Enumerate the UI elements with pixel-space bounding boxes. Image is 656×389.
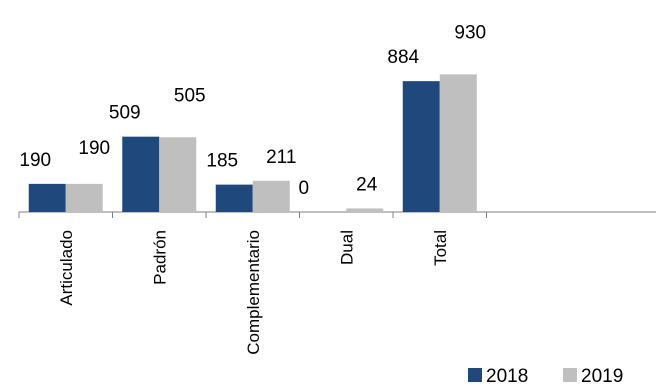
category-label: Articulado: [57, 230, 76, 306]
data-label-2019-2: 211: [266, 147, 296, 168]
data-label-2019-3: 24: [356, 174, 378, 195]
data-label-2018-1: 509: [109, 103, 141, 124]
data-label-2018-3: 0: [298, 178, 309, 199]
bar-2019-2: [252, 180, 290, 212]
legend-label-2019: 2019: [581, 366, 623, 387]
data-label-2018-2: 185: [206, 151, 238, 172]
category-label: Dual: [337, 230, 356, 265]
bar-2019-0: [65, 183, 103, 212]
bar-2018-4: [402, 81, 440, 212]
data-label-2018-0: 190: [19, 150, 51, 171]
data-label-2019-0: 190: [78, 138, 110, 159]
category-label: Padrón: [150, 230, 169, 285]
category-label: Complementario: [244, 230, 263, 355]
bar-2018-0: [28, 183, 66, 212]
legend: 2018 2019: [468, 366, 623, 387]
bar-2019-1: [159, 137, 197, 212]
data-label-2019-1: 505: [174, 85, 206, 106]
bar-2019-4: [439, 74, 477, 212]
bar-2018-1: [122, 136, 160, 212]
bar-2019-3: [346, 208, 384, 212]
bars: [28, 74, 477, 212]
legend-swatch-2018: [468, 368, 482, 382]
bar-2018-2: [215, 184, 253, 212]
category-labels: Articulado Padrón Complementario Dual Total: [57, 230, 450, 355]
x-axis-ticks: [18, 212, 487, 218]
data-label-2019-4: 930: [454, 22, 486, 43]
legend-label-2018: 2018: [486, 366, 528, 387]
category-label: Total: [431, 230, 450, 266]
legend-swatch-2019: [563, 368, 577, 382]
data-label-2018-4: 884: [387, 47, 419, 68]
